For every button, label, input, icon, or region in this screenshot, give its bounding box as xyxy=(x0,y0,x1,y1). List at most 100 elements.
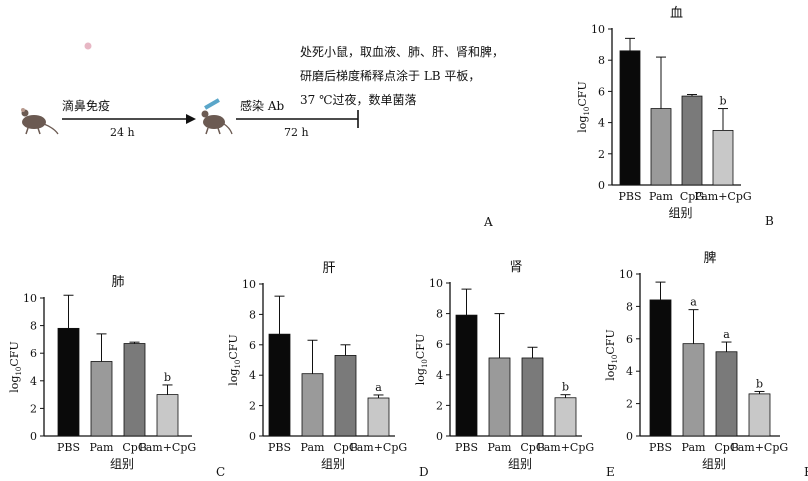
chart-panel-f: 0 2 4 6 8 10 log10CFU 脾 PBS a Pam a CpG b Pam+CpG 组别 F xyxy=(604,251,808,479)
bar-pam xyxy=(488,357,511,437)
note-line-2: 研磨后梯度稀释点涂于 LB 平板， xyxy=(300,68,480,83)
small-dot-icon xyxy=(84,42,92,50)
panel-a: 滴鼻免疫 24 h 感染 Ab 72 h 处死小鼠，取血液、肺、肝、肾和脾， 研… xyxy=(21,42,504,229)
y-tick-label: 10 xyxy=(23,292,37,305)
y-tick-label: 6 xyxy=(436,338,443,351)
bar-pam xyxy=(682,343,705,437)
category-label: PBS xyxy=(268,441,291,454)
mouse-syringe-icon xyxy=(201,98,233,135)
y-axis-label: log10CFU xyxy=(8,341,23,392)
arrowhead-icon xyxy=(186,114,196,124)
panel-letter: C xyxy=(216,465,225,479)
y-tick-label: 8 xyxy=(598,54,605,67)
note-line-1: 处死小鼠，取血液、肺、肝、肾和脾， xyxy=(300,44,504,59)
bar-cpg xyxy=(334,355,357,437)
category-label: CpG xyxy=(520,441,544,454)
category-label: Pam xyxy=(649,190,673,203)
category-label: PBS xyxy=(57,441,80,454)
chart-title: 肾 xyxy=(509,260,522,275)
significance-label: a xyxy=(375,381,382,394)
category-label: CpG xyxy=(122,441,146,454)
bar-pam xyxy=(301,373,324,437)
y-tick-label: 8 xyxy=(626,300,633,313)
bar-pam xyxy=(90,361,113,437)
panel-letter: D xyxy=(419,465,429,479)
significance-label: a xyxy=(723,328,730,341)
category-label: CpG xyxy=(680,190,704,203)
y-tick-label: 6 xyxy=(598,85,605,98)
category-label: CpG xyxy=(714,441,738,454)
category-label: PBS xyxy=(649,441,672,454)
x-axis-label: 组别 xyxy=(110,457,134,471)
significance-label: b xyxy=(562,381,569,394)
panel-letter: B xyxy=(765,214,774,228)
y-tick-label: 4 xyxy=(598,117,605,130)
category-label: CpG xyxy=(333,441,357,454)
bar-cpg xyxy=(521,357,544,437)
y-axis-label: log10CFU xyxy=(227,334,242,385)
y-tick-label: 6 xyxy=(249,339,256,352)
bar-cpg xyxy=(681,95,703,186)
y-tick-label: 0 xyxy=(30,430,37,443)
panel-letter: E xyxy=(606,465,615,479)
chart-title: 肺 xyxy=(111,275,124,290)
y-tick-label: 2 xyxy=(436,399,443,412)
y-tick-label: 4 xyxy=(30,375,37,388)
chart-panel-c: 0 2 4 6 8 10 log10CFU 肺 PBS Pam CpG b Pam+CpG 组别 C xyxy=(8,275,225,479)
significance-label: b xyxy=(756,377,763,390)
bar-cpg xyxy=(715,351,738,437)
y-tick-label: 2 xyxy=(598,148,605,161)
chart-title: 血 xyxy=(670,6,683,21)
bar-pam-cpg xyxy=(156,394,179,437)
y-tick-label: 10 xyxy=(591,23,605,36)
y-tick-label: 6 xyxy=(30,347,37,360)
panel-a-label: A xyxy=(483,215,493,229)
category-label: Pam xyxy=(682,441,706,454)
bar-pam-cpg xyxy=(712,129,734,186)
y-tick-label: 8 xyxy=(249,308,256,321)
y-tick-label: 2 xyxy=(249,400,256,413)
category-label: Pam+CpG xyxy=(731,441,788,454)
category-label: Pam+CpG xyxy=(537,441,594,454)
bar-pbs xyxy=(649,299,672,437)
category-label: Pam+CpG xyxy=(350,441,407,454)
category-label: Pam xyxy=(301,441,325,454)
y-tick-label: 4 xyxy=(436,369,443,382)
y-tick-label: 2 xyxy=(30,402,37,415)
y-tick-label: 0 xyxy=(249,430,256,443)
y-tick-label: 2 xyxy=(626,398,633,411)
bar-pam-cpg xyxy=(554,397,577,437)
x-axis-label: 组别 xyxy=(702,457,726,471)
chart-panel-d: 0 2 4 6 8 10 log10CFU 肝 PBS Pam CpG a Pam+CpG 组别 D xyxy=(227,261,429,479)
y-tick-label: 4 xyxy=(626,365,633,378)
bar-cpg xyxy=(123,343,146,437)
y-tick-label: 10 xyxy=(242,278,256,291)
y-tick-label: 10 xyxy=(619,268,633,281)
chart-title: 脾 xyxy=(703,251,716,266)
x-axis-label: 组别 xyxy=(508,457,532,471)
bar-pam-cpg xyxy=(748,393,771,437)
chart-panel-e: 0 2 4 6 8 10 log10CFU 肾 PBS Pam CpG b Pam+CpG 组别 E xyxy=(414,260,615,479)
y-axis-label: log10CFU xyxy=(604,329,619,380)
charts-group: 0 2 4 6 8 10 log10CFU 血 PBS Pam CpG b Pam+CpG 组别 B 0 2 4 6… xyxy=(8,6,808,479)
bar-pbs xyxy=(57,327,80,437)
step-1-label: 滴鼻免疫 xyxy=(62,98,110,113)
y-tick-label: 8 xyxy=(436,308,443,321)
category-label: Pam+CpG xyxy=(694,190,751,203)
y-tick-label: 0 xyxy=(436,430,443,443)
note-line-3: 37 ℃过夜，数单菌落 xyxy=(300,92,417,107)
bar-pbs xyxy=(619,50,641,186)
significance-label: b xyxy=(164,371,171,384)
x-axis-label: 组别 xyxy=(321,457,345,471)
mouse-icon xyxy=(21,108,59,135)
bar-pbs xyxy=(268,333,291,437)
category-label: Pam+CpG xyxy=(139,441,196,454)
chart-title: 肝 xyxy=(322,261,335,276)
y-axis-label: log10CFU xyxy=(576,81,591,132)
category-label: PBS xyxy=(618,190,641,203)
bar-pbs xyxy=(455,314,478,437)
duration-1-label: 24 h xyxy=(110,126,135,139)
y-tick-label: 10 xyxy=(429,277,443,290)
